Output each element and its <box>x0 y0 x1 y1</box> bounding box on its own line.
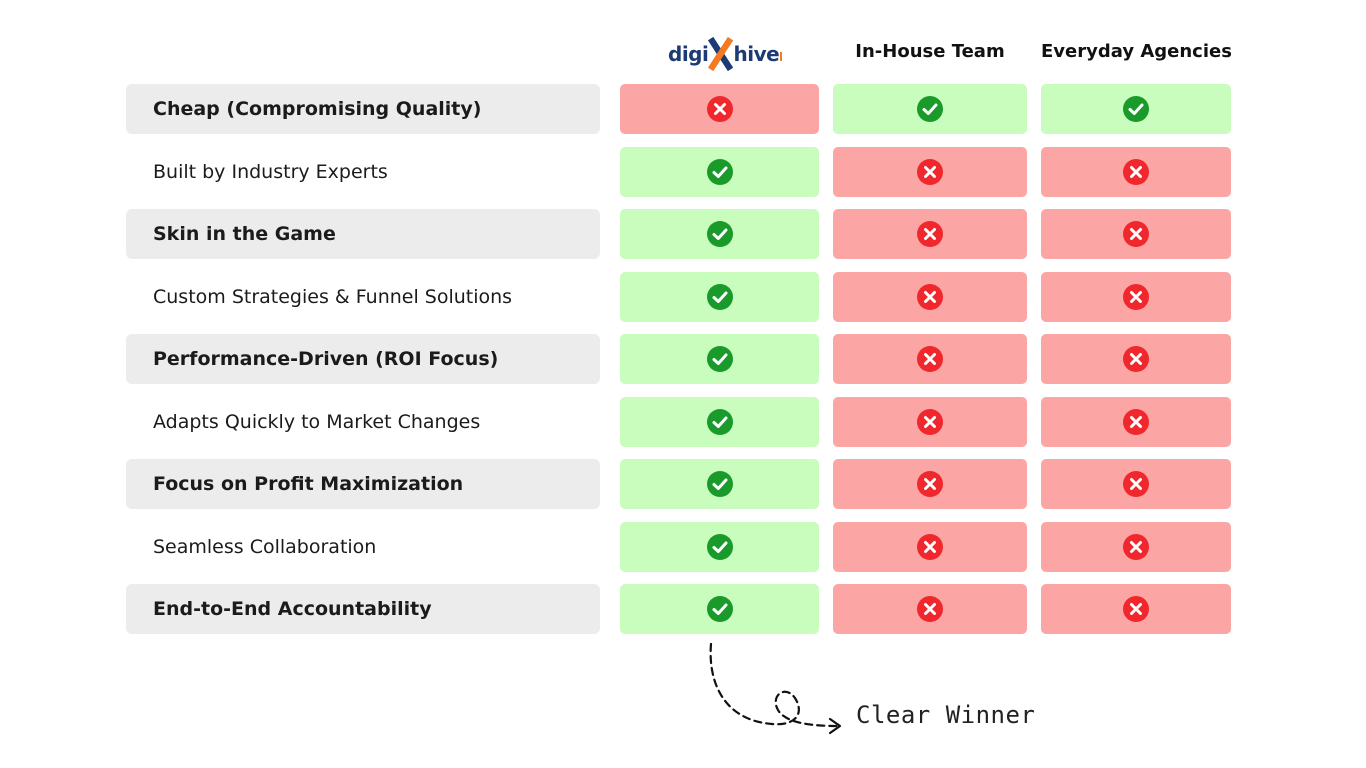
x-circle-icon <box>917 283 943 310</box>
x-circle-icon <box>1123 408 1149 435</box>
x-circle-icon <box>917 346 943 372</box>
cell-in-house-team <box>833 334 1027 384</box>
cell-everyday-agencies <box>1041 521 1231 572</box>
cell-everyday-agencies <box>1041 584 1231 634</box>
x-circle-icon <box>917 596 943 622</box>
digixhive-logo: digi hive <box>668 34 782 74</box>
cell-in-house-team <box>833 209 1027 259</box>
x-circle-icon <box>1123 158 1149 185</box>
cell-in-house-team <box>833 396 1027 447</box>
cell-in-house-team <box>833 459 1027 509</box>
check-circle-icon <box>1123 96 1149 122</box>
row-label: End-to-End Accountability <box>126 584 600 634</box>
cell-digixhive <box>620 146 819 197</box>
cell-in-house-team <box>833 521 1027 572</box>
cell-everyday-agencies <box>1041 334 1231 384</box>
x-circle-icon <box>917 533 943 560</box>
cell-everyday-agencies <box>1041 146 1231 197</box>
cell-everyday-agencies <box>1041 459 1231 509</box>
curved-arrow-icon <box>709 642 842 735</box>
row-label: Performance-Driven (ROI Focus) <box>126 334 600 384</box>
check-circle-icon <box>706 408 733 435</box>
row-label: Built by Industry Experts <box>153 160 388 183</box>
x-circle-icon <box>1123 596 1149 622</box>
logo-text-digi: digi <box>668 42 709 66</box>
check-circle-icon <box>917 96 943 122</box>
x-circle-icon <box>1123 221 1149 247</box>
check-circle-icon <box>706 471 733 497</box>
x-circle-icon <box>1123 471 1149 497</box>
row-label: Cheap (Compromising Quality) <box>126 84 600 134</box>
x-circle-icon <box>917 158 943 185</box>
check-circle-icon <box>706 158 733 185</box>
cell-digixhive <box>620 271 819 322</box>
cell-everyday-agencies <box>1041 84 1231 134</box>
cell-digixhive <box>620 521 819 572</box>
logo-x-mark <box>708 36 734 72</box>
x-circle-icon <box>1123 533 1149 560</box>
logo-text-hive: hive <box>733 42 780 66</box>
check-circle-icon <box>706 283 733 310</box>
row-label: Focus on Profit Maximization <box>126 459 600 509</box>
x-circle-icon <box>706 96 733 122</box>
row-label: Custom Strategies & Funnel Solutions <box>153 285 513 308</box>
cell-everyday-agencies <box>1041 209 1231 259</box>
cell-in-house-team <box>833 271 1027 322</box>
cell-digixhive <box>620 584 819 634</box>
cell-digixhive <box>620 84 819 134</box>
cell-digixhive <box>620 396 819 447</box>
check-circle-icon <box>706 596 733 622</box>
x-circle-icon <box>917 471 943 497</box>
cell-digixhive <box>620 209 819 259</box>
cell-in-house-team <box>833 584 1027 634</box>
logo-accent-mark <box>780 51 782 61</box>
cell-in-house-team <box>833 84 1027 134</box>
x-circle-icon <box>1123 346 1149 372</box>
row-label: Adapts Quickly to Market Changes <box>153 410 481 433</box>
cell-in-house-team <box>833 146 1027 197</box>
check-circle-icon <box>706 221 733 247</box>
cell-digixhive <box>620 459 819 509</box>
x-circle-icon <box>917 408 943 435</box>
x-circle-icon <box>1123 283 1149 310</box>
column-header-everyday-agencies: Everyday Agencies <box>1041 41 1232 62</box>
row-label: Seamless Collaboration <box>153 535 377 558</box>
check-circle-icon <box>706 533 733 560</box>
x-circle-icon <box>917 221 943 247</box>
column-header-in-house-team: In-House Team <box>855 41 1005 62</box>
cell-everyday-agencies <box>1041 396 1231 447</box>
clear-winner-annotation: Clear Winner <box>856 701 1036 729</box>
cell-everyday-agencies <box>1041 271 1231 322</box>
cell-digixhive <box>620 334 819 384</box>
check-circle-icon <box>706 346 733 372</box>
row-label: Skin in the Game <box>126 209 600 259</box>
